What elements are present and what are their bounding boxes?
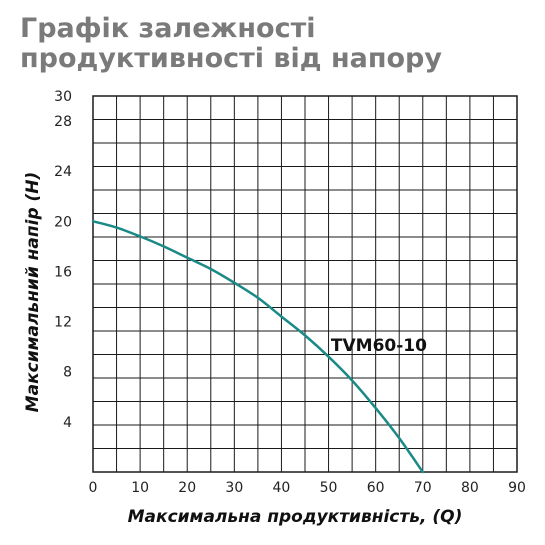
y-tick-label: 30 [54, 89, 72, 105]
x-tick-label: 50 [320, 480, 338, 496]
x-tick-label: 40 [273, 480, 291, 496]
x-tick-label: 80 [461, 480, 479, 496]
curve-layer [91, 220, 425, 474]
x-tick-labels: 0 10 20 30 40 50 60 70 80 90 [89, 480, 526, 496]
x-tick-label: 10 [131, 480, 149, 496]
y-tick-label: 8 [63, 365, 72, 381]
y-tick-label: 16 [54, 264, 72, 280]
y-tick-label: 20 [54, 214, 72, 230]
chart-title: Графік залежності продуктивності від нап… [20, 13, 442, 74]
y-tick-labels: 4 8 12 16 20 24 28 30 [54, 89, 72, 431]
plot-border [92, 95, 518, 473]
x-tick-label: 0 [89, 480, 98, 496]
y-tick-label: 12 [54, 315, 72, 331]
y-axis-label: Максимальний напір (Н) [23, 172, 43, 413]
performance-curve [91, 220, 425, 474]
x-axis-label: Максимальна продуктивність, (Q) [128, 507, 463, 527]
y-tick-label: 4 [63, 415, 72, 431]
x-tick-label: 60 [367, 480, 385, 496]
x-tick-label: 30 [225, 480, 243, 496]
x-tick-label: 70 [414, 480, 432, 496]
grid [92, 95, 518, 473]
y-tick-label: 28 [54, 114, 72, 130]
x-tick-label: 20 [178, 480, 196, 496]
series-label: TVM60-10 [331, 336, 427, 356]
x-tick-label: 90 [508, 480, 526, 496]
y-tick-label: 24 [54, 164, 72, 180]
